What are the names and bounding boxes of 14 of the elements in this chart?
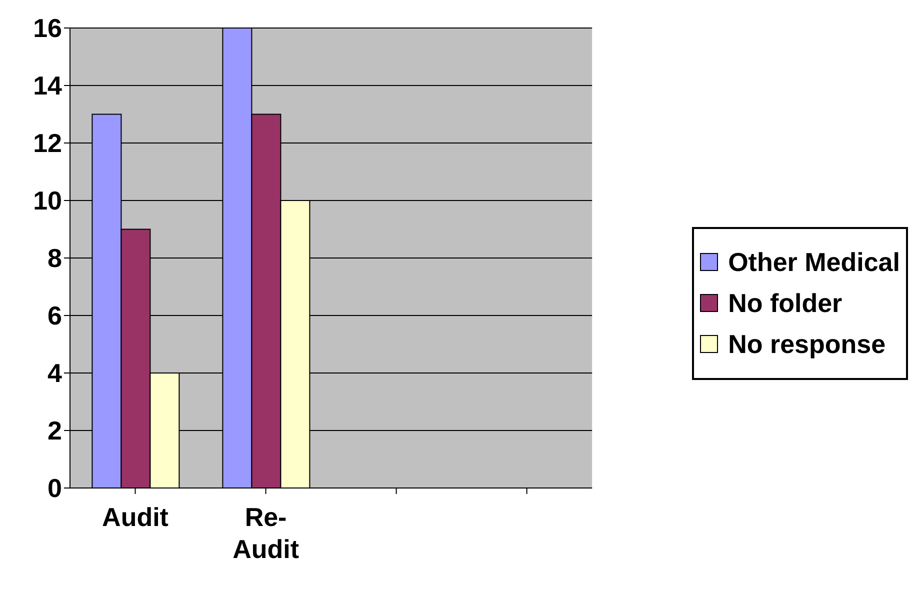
y-tick-label: 0: [48, 473, 62, 504]
legend-label: No response: [728, 328, 886, 360]
y-tick-label: 16: [33, 13, 62, 44]
y-tick-label: 12: [33, 128, 62, 158]
y-tick-label: 14: [33, 70, 63, 101]
y-tick-label: 8: [48, 243, 62, 274]
y-tick-label: 4: [48, 358, 63, 388]
x-tick-label: Re-Audit: [232, 502, 300, 564]
x-tick-label: Audit: [102, 502, 169, 532]
y-tick-label: 10: [33, 186, 62, 216]
y-tick-label: 2: [48, 416, 62, 446]
legend-label: No folder: [728, 288, 842, 318]
y-tick-label: 6: [48, 300, 62, 331]
legend-label: Other Medical: [728, 246, 900, 278]
